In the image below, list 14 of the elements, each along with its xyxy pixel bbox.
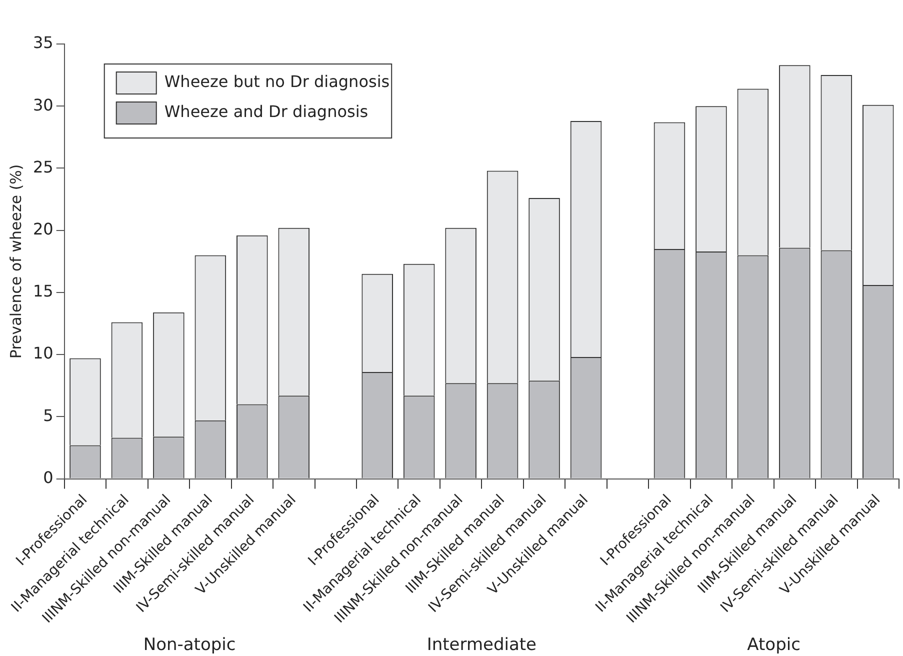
- y-tick-label: 10: [33, 344, 54, 363]
- y-tick-label: 25: [33, 157, 54, 176]
- y-tick-label: 5: [43, 406, 54, 425]
- text: Intermediate: [426, 634, 537, 655]
- text: Non-atopic: [143, 634, 236, 655]
- y-tick-label: 20: [33, 220, 54, 238]
- text: Atopic: [747, 634, 800, 655]
- y-tick-label: 0: [43, 468, 54, 487]
- y-tick-label: 35: [33, 33, 54, 52]
- y-axis-title: Prevalence of wheeze (%): [6, 164, 25, 359]
- legend-label: Wheeze but no Dr diagnosis: [164, 72, 390, 92]
- legend-label: Wheeze and Dr diagnosis: [164, 102, 368, 122]
- y-tick-label: 15: [33, 282, 54, 301]
- y-tick-label: 30: [33, 95, 54, 114]
